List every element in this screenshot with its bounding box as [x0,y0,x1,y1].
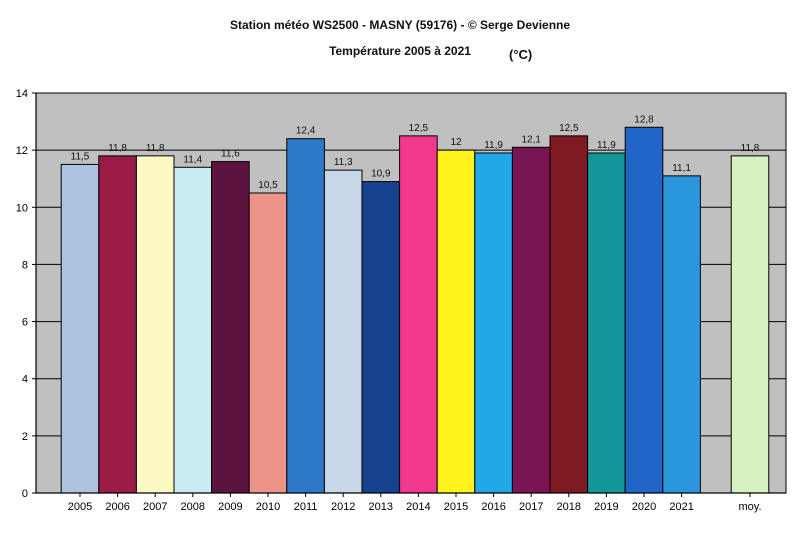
x-tick-label: 2019 [594,501,618,513]
x-tick-label: 2021 [669,501,693,513]
bar [511,146,551,494]
x-tick-label: 2009 [218,501,242,513]
y-tick-label: 12 [16,145,28,157]
unit-label: (°C) [509,47,533,62]
x-tick-label: 2018 [557,501,581,513]
data-label: 11,8 [146,143,165,154]
y-tick-label: 2 [22,431,28,443]
data-label: 10,9 [371,169,391,180]
x-tick-label: 2005 [68,501,92,513]
bar [436,149,476,494]
bar [361,181,401,494]
x-tick-label: 2014 [406,501,430,513]
x-tick-label: 2008 [181,501,205,513]
data-label: 11,4 [183,154,202,165]
x-tick-label: 2010 [256,501,280,513]
bar [399,135,438,494]
x-tick-label: moy. [738,501,761,513]
x-tick-label: 2020 [632,501,656,513]
data-label: 11,8 [741,143,760,154]
data-label: 11,9 [597,140,616,151]
bar [549,135,589,494]
data-label: 12,8 [634,114,654,125]
bar [624,126,664,494]
y-tick-label: 10 [16,202,28,214]
x-tick-label: 2017 [519,501,543,513]
data-label: 11,6 [221,149,240,160]
x-tick-label: 2006 [105,501,129,513]
x-tick-label: 2016 [481,501,505,513]
data-label: 10,5 [258,180,278,191]
bar [286,138,325,494]
x-tick-label: 2015 [444,501,468,513]
y-tick-label: 4 [22,374,28,386]
data-label: 12 [450,137,462,148]
bar [248,192,288,494]
x-tick-label: 2012 [331,501,355,513]
bar [135,155,175,494]
bar [662,175,701,494]
data-label: 11,1 [672,163,691,174]
x-tick-label: 2007 [143,501,167,513]
data-label: 11,3 [334,157,353,168]
chart-title: Station météo WS2500 - MASNY (59176) - ©… [229,18,571,32]
data-label: 12,1 [521,134,541,145]
chart-subtitle: Température 2005 à 2021 [329,44,471,58]
bar [474,152,513,494]
data-label: 11,5 [71,151,90,162]
y-tick-label: 0 [22,488,28,500]
bar [60,163,100,494]
data-label: 12,5 [559,123,579,134]
y-tick-label: 8 [22,259,28,271]
y-tick-label: 6 [22,317,28,329]
bar [173,166,213,494]
bar [323,169,363,494]
bar [211,161,250,494]
data-label: 11,9 [484,140,503,151]
y-tick-label: 14 [16,88,28,100]
data-label: 12,4 [296,126,316,137]
bar [730,155,770,494]
x-tick-label: 2013 [369,501,393,513]
data-label: 12,5 [409,123,429,134]
data-label: 11,8 [108,143,127,154]
bar [587,152,626,494]
bar [98,155,137,494]
x-tick-label: 2011 [294,501,318,513]
